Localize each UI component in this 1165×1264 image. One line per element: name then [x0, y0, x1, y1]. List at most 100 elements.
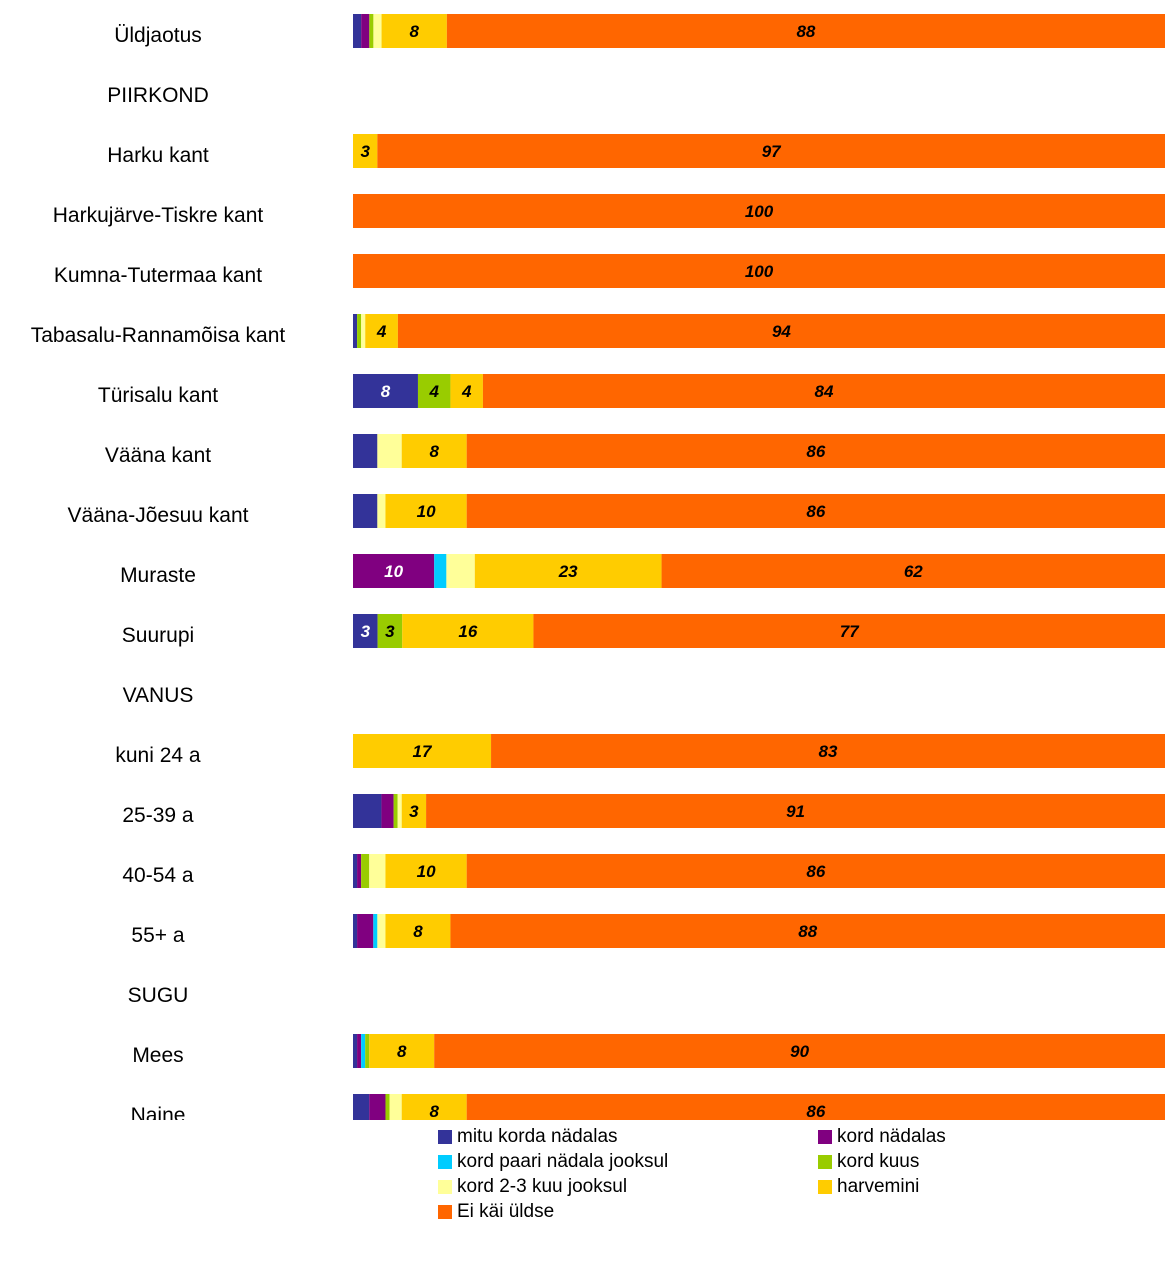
- bar-segment: [353, 14, 362, 48]
- bar-segment: [353, 254, 1165, 288]
- legend-item: kord nädalas: [818, 1126, 946, 1148]
- bar-segment: [417, 374, 451, 408]
- data-label: 88: [796, 22, 815, 41]
- bar-segment: [377, 914, 386, 948]
- bar-segment: [357, 854, 362, 888]
- data-label: 16: [458, 622, 477, 641]
- legend-swatch: [818, 1155, 832, 1169]
- data-label: 3: [361, 622, 371, 641]
- legend-swatch: [818, 1130, 832, 1144]
- data-label: 86: [806, 442, 825, 461]
- legend-label: kord kuus: [837, 1151, 920, 1172]
- data-label: 86: [806, 1102, 825, 1120]
- bar-segment: [365, 314, 398, 348]
- legend-swatch: [438, 1205, 452, 1219]
- bar-segment: [450, 374, 483, 408]
- bar-segment: [353, 374, 418, 408]
- bar-segment: [373, 14, 382, 48]
- bar-segment: [353, 434, 378, 468]
- bar-segment: [401, 434, 467, 468]
- bar-segment: [357, 1034, 362, 1068]
- bar-segment: [361, 1034, 366, 1068]
- bar-segment: [385, 1094, 390, 1120]
- data-label: 3: [360, 142, 370, 161]
- data-label: 86: [806, 502, 825, 521]
- bar-segment: [446, 554, 475, 588]
- category-label: Harkujärve-Tiskre kant: [53, 204, 264, 227]
- data-label: 77: [840, 622, 860, 641]
- category-label: 40-54 a: [122, 864, 194, 887]
- bar-segment: [369, 1034, 435, 1068]
- legend-swatch: [818, 1180, 832, 1194]
- data-label: 10: [417, 862, 436, 881]
- category-label: Tabasalu-Rannamõisa kant: [31, 324, 286, 347]
- legend-swatch: [438, 1130, 452, 1144]
- bar-segment: [353, 554, 435, 588]
- bar-segment: [446, 14, 1165, 48]
- data-label: 4: [428, 382, 439, 401]
- bar-segment: [381, 794, 394, 828]
- group-header: SUGU: [128, 984, 189, 1007]
- bar-segment: [357, 914, 374, 948]
- bar-segment: [369, 1094, 386, 1120]
- bar-segment: [369, 14, 374, 48]
- legend-label: kord 2-3 kuu jooksul: [457, 1176, 628, 1197]
- bar-segment: [353, 794, 382, 828]
- group-header: PIIRKOND: [107, 84, 209, 107]
- bar-segment: [361, 14, 370, 48]
- category-label: Vääna kant: [105, 444, 211, 467]
- bar-segment: [466, 494, 1165, 528]
- data-label: 8: [381, 382, 391, 401]
- legend-item: mitu korda nädalas: [438, 1126, 618, 1148]
- bar-segment: [385, 494, 467, 528]
- bar-segment: [397, 794, 402, 828]
- bar-segment: [397, 314, 1165, 348]
- category-label: Suurupi: [122, 624, 194, 647]
- legend-label: kord nädalas: [837, 1126, 946, 1147]
- bar-segment: [353, 494, 378, 528]
- bar-segment: [466, 1094, 1165, 1120]
- category-label: Muraste: [120, 564, 196, 587]
- data-label: 83: [819, 742, 838, 761]
- data-label: 17: [413, 742, 433, 761]
- category-label: Türisalu kant: [98, 384, 218, 407]
- bar-segment: [377, 134, 1165, 168]
- bar-segment: [353, 1034, 358, 1068]
- bar-segment: [482, 374, 1165, 408]
- data-label: 8: [429, 442, 439, 461]
- bar-segment: [353, 194, 1165, 228]
- bar-segment: [385, 854, 467, 888]
- legend-label: Ei käi üldse: [457, 1201, 555, 1222]
- bar-segment: [353, 134, 378, 168]
- data-label: 4: [376, 322, 387, 341]
- data-label: 8: [429, 1102, 439, 1120]
- bar-segment: [377, 434, 402, 468]
- category-label: kuni 24 a: [115, 744, 201, 767]
- category-label: 55+ a: [131, 924, 184, 947]
- bar-segment: [353, 854, 358, 888]
- category-label: Üldjaotus: [114, 24, 202, 47]
- bar-segment: [381, 14, 447, 48]
- legend-item: harvemini: [818, 1176, 919, 1198]
- category-label: Vääna-Jõesuu kant: [68, 504, 249, 527]
- bar-segment: [466, 854, 1165, 888]
- bar-segment: [533, 614, 1165, 648]
- bar-segment: [401, 794, 427, 828]
- bar-segment: [373, 914, 378, 948]
- bar-segment: [353, 1094, 370, 1120]
- bar-segment: [353, 914, 358, 948]
- data-label: 10: [417, 502, 436, 521]
- data-label: 8: [409, 22, 419, 41]
- bar-segment: [361, 854, 370, 888]
- data-label: 3: [409, 802, 419, 821]
- bar-segment: [353, 314, 358, 348]
- category-label: 25-39 a: [122, 804, 194, 827]
- data-label: 84: [814, 382, 833, 401]
- bar-segment: [434, 554, 447, 588]
- data-label: 4: [461, 382, 472, 401]
- bar-segment: [377, 614, 403, 648]
- bar-segment: [661, 554, 1165, 588]
- bar-segment: [402, 614, 534, 648]
- bar-segment: [426, 794, 1165, 828]
- data-label: 88: [798, 922, 817, 941]
